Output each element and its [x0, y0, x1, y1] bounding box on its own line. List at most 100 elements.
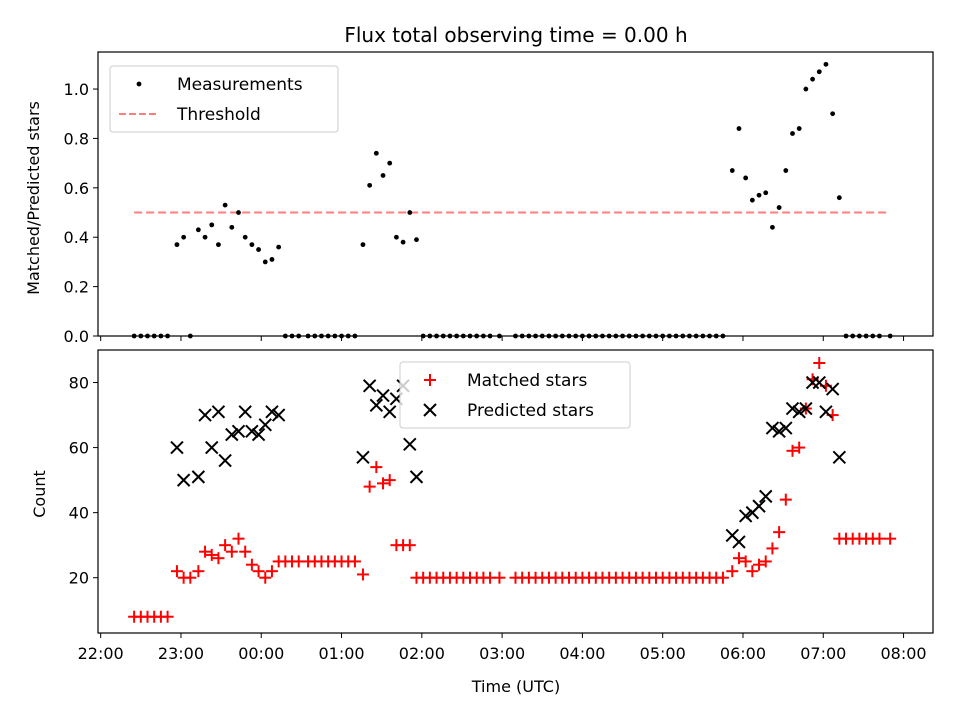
predicted-stars-point [218, 453, 232, 468]
measurement-point [743, 175, 749, 181]
predicted-stars-point-b [732, 535, 746, 549]
matched-stars-point [192, 565, 205, 578]
measurement-point [467, 333, 473, 339]
predicted-stars-point-b [198, 408, 212, 422]
matched-stars-point [370, 461, 383, 474]
predicted-stars-point [738, 509, 753, 523]
measurement-point [783, 168, 789, 173]
predicted-stars-point [772, 424, 786, 439]
measurement-point [633, 333, 639, 339]
measurement-point [480, 333, 486, 339]
matched-stars-point [205, 548, 218, 561]
measurement-point [600, 333, 605, 339]
x-tick-label: 02:00 [399, 644, 445, 663]
x-tick-label: 06:00 [720, 644, 766, 663]
matched-stars-point [170, 565, 183, 578]
measurement-point [332, 333, 338, 339]
predicted-stars-point [752, 499, 766, 513]
predicted-stars-point [211, 405, 226, 419]
measurement-point [216, 242, 221, 248]
measurement-point [407, 210, 413, 215]
predicted-stars-point [176, 473, 191, 487]
measurement-point [312, 333, 318, 339]
matched-stars-point [232, 532, 245, 545]
measurement-point [420, 333, 426, 339]
matched-stars-point [225, 545, 238, 558]
measurement-point [646, 333, 652, 339]
legend-predicted-marker [423, 403, 437, 417]
predicted-stars-point-b [356, 450, 370, 465]
top-y-tick-label: 0.2 [64, 278, 89, 297]
measurement-point [202, 234, 208, 240]
matched-stars-point [348, 555, 361, 568]
measurement-point [707, 333, 712, 339]
measurement-point [526, 333, 532, 339]
measurement-point [151, 333, 157, 339]
matched-stars-point [746, 565, 759, 578]
measurement-point [497, 333, 502, 339]
predicted-stars-point-b [251, 427, 266, 442]
matched-stars-point [753, 558, 766, 571]
measurement-point [816, 69, 822, 75]
measurement-point [519, 333, 525, 339]
predicted-stars-point [238, 405, 252, 419]
matched-stars-point [884, 532, 897, 545]
matched-stars-point [779, 493, 792, 506]
predicted-stars-point [258, 418, 272, 432]
predicted-stars-point [812, 375, 826, 390]
matched-stars-point [726, 565, 739, 578]
predicted-stars-point-b [785, 401, 800, 416]
matched-stars-point [383, 474, 396, 487]
predicted-stars-point-b [792, 405, 806, 419]
measurement-point [857, 333, 862, 339]
predicted-stars-point-b [725, 528, 739, 543]
matched-stars-point [403, 539, 416, 552]
measurement-point [387, 160, 393, 166]
measurement-point [863, 333, 869, 339]
measurement-point [360, 242, 366, 248]
matched-stars-point [377, 477, 390, 490]
measurement-point [195, 227, 201, 233]
predicted-stars-point [376, 388, 390, 403]
top-plot-area: 0.0 0.2 0.4 0.6 0.8 1.0 [64, 51, 934, 346]
predicted-stars-point [369, 398, 384, 413]
measurement-point [843, 333, 849, 339]
x-tick-label: 08:00 [881, 644, 927, 663]
measurement-point [345, 333, 351, 339]
top-y-tick-label: 0.8 [64, 129, 89, 148]
measurement-point [242, 234, 248, 240]
top-y-tick-label: 0.6 [64, 179, 89, 198]
matched-stars-point [766, 542, 779, 555]
matched-stars-point [786, 444, 799, 457]
matched-stars-point [793, 441, 806, 454]
measurement-point [325, 333, 331, 339]
measurement-point [673, 333, 679, 339]
legend-threshold-label: Threshold [176, 105, 261, 125]
predicted-stars-point [409, 470, 424, 484]
bottom-legend-frame [399, 361, 631, 429]
measurement-point [282, 333, 288, 339]
x-tick-label: 03:00 [479, 644, 525, 663]
measurement-point [434, 333, 439, 339]
x-axis-label: Time (UTC) [471, 677, 560, 696]
predicted-stars-point [799, 401, 813, 416]
measurement-point [249, 242, 255, 248]
predicted-stars-point [362, 379, 377, 393]
predicted-stars-point-b [271, 408, 286, 422]
measurement-point [276, 244, 282, 250]
matched-stars-point [199, 545, 212, 558]
measurement-point [566, 333, 572, 339]
predicted-stars-point-b [376, 388, 390, 403]
predicted-stars-point-b [759, 489, 773, 504]
measurement-point [790, 131, 795, 136]
measurement-point [229, 224, 235, 230]
measurement-point [620, 333, 625, 339]
legend-measurements-label: Measurements [177, 75, 303, 95]
measurement-point [138, 333, 144, 339]
predicted-stars-point [403, 437, 417, 452]
measurement-point [158, 333, 164, 339]
measurement-point [236, 210, 241, 215]
measurement-point [796, 126, 802, 131]
predicted-stars-point-b [799, 401, 813, 416]
